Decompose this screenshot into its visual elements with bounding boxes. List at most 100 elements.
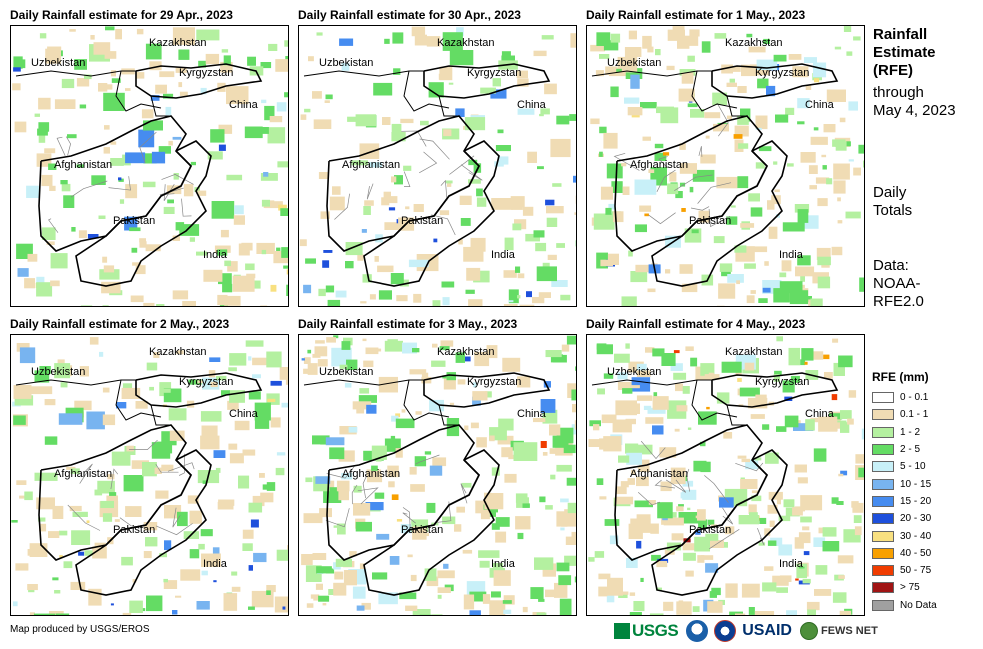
data-source: Data: NOAA- RFE2.0	[873, 257, 933, 311]
rain-cell	[484, 493, 504, 510]
rain-cell	[66, 466, 76, 470]
rain-cell	[618, 455, 630, 463]
rain-cell	[319, 175, 324, 179]
rain-cell	[394, 175, 403, 185]
country-label-india: India	[491, 249, 516, 261]
rain-cell	[252, 374, 261, 379]
rain-cell	[831, 394, 838, 401]
rain-cell	[149, 386, 154, 391]
rain-cell	[12, 83, 21, 91]
rain-cell	[853, 515, 862, 523]
rain-cell	[556, 243, 565, 248]
rain-cell	[699, 441, 706, 447]
rain-cell	[234, 420, 250, 431]
rain-cell	[210, 381, 218, 387]
rain-cell	[44, 148, 56, 154]
rain-cell	[270, 284, 277, 292]
rain-cell	[306, 603, 314, 608]
rain-cell	[530, 587, 544, 599]
rain-cell	[151, 151, 166, 164]
rain-cell	[817, 198, 828, 207]
rain-cell	[627, 107, 643, 116]
rain-cell	[676, 601, 692, 615]
rain-cell	[163, 93, 174, 99]
rain-cell	[513, 442, 538, 461]
rain-cell	[476, 437, 487, 448]
rain-cell	[813, 127, 819, 131]
rain-cell	[139, 241, 147, 248]
country-label-china: China	[229, 99, 259, 111]
rain-cell	[661, 353, 676, 366]
rain-cell	[87, 234, 99, 239]
rain-cell	[636, 540, 642, 549]
admin-boundary	[139, 131, 157, 164]
rain-cell	[407, 554, 413, 558]
rain-cell	[748, 504, 757, 514]
rain-cell	[676, 405, 688, 412]
rain-cell	[665, 269, 671, 274]
rain-cell	[501, 447, 513, 458]
legend-swatch	[872, 599, 894, 611]
rain-cell	[50, 280, 60, 287]
rain-cell	[746, 33, 753, 38]
rain-cell	[220, 61, 233, 73]
rain-cell	[102, 414, 116, 426]
rain-cell	[572, 404, 576, 413]
rain-cell	[746, 295, 755, 304]
rain-cell	[533, 50, 547, 57]
rain-cell	[569, 114, 576, 121]
rain-cell	[118, 177, 122, 181]
rain-cell	[653, 392, 658, 398]
rain-cell	[735, 613, 746, 615]
rain-cell	[682, 543, 698, 551]
rain-cell	[442, 32, 463, 51]
rain-cell	[634, 500, 653, 508]
rain-cell	[535, 242, 547, 252]
country-boundary	[591, 70, 712, 77]
rain-cell	[836, 501, 844, 505]
rain-cell	[848, 159, 854, 162]
rain-cell	[101, 281, 121, 294]
rain-cell	[143, 522, 158, 531]
rain-cell	[322, 603, 327, 606]
rain-cell	[545, 199, 555, 206]
rain-cell	[432, 300, 441, 306]
rain-cell	[252, 357, 270, 366]
rain-cell	[260, 62, 272, 69]
rain-cell	[71, 227, 76, 232]
rain-cell	[536, 612, 547, 615]
rain-cell	[847, 418, 854, 425]
rain-cell	[116, 402, 127, 409]
admin-boundary	[167, 462, 195, 472]
rain-cell	[247, 56, 256, 66]
rain-cell	[102, 513, 113, 522]
rain-cell	[654, 152, 667, 161]
country-label-afghanistan: Afghanistan	[54, 468, 112, 480]
rain-cell	[400, 524, 412, 534]
panel-title: Daily Rainfall estimate for 3 May., 2023	[298, 317, 518, 331]
rain-cell	[517, 532, 524, 540]
country-label-pakistan: Pakistan	[689, 215, 731, 227]
rain-cell	[517, 376, 531, 388]
rain-cell	[205, 53, 220, 65]
rain-cell	[454, 524, 462, 532]
rain-cell	[755, 127, 762, 130]
rain-cell	[779, 272, 787, 278]
admin-boundary	[155, 523, 193, 536]
rain-cell	[52, 577, 59, 581]
rain-cell	[172, 27, 195, 45]
rain-cell	[824, 372, 833, 379]
rain-cell	[778, 544, 793, 556]
rain-cell	[762, 287, 771, 293]
data-label: Data:	[873, 257, 909, 274]
rain-cell	[607, 577, 623, 596]
rain-cell	[675, 191, 683, 199]
rain-cell	[177, 511, 188, 527]
rain-cell	[99, 351, 104, 357]
rain-cell	[409, 467, 417, 475]
rain-cell	[807, 609, 816, 615]
rain-cell	[284, 92, 288, 98]
rain-cell	[644, 213, 649, 217]
rain-cell	[464, 117, 486, 131]
rain-cell	[489, 435, 495, 442]
